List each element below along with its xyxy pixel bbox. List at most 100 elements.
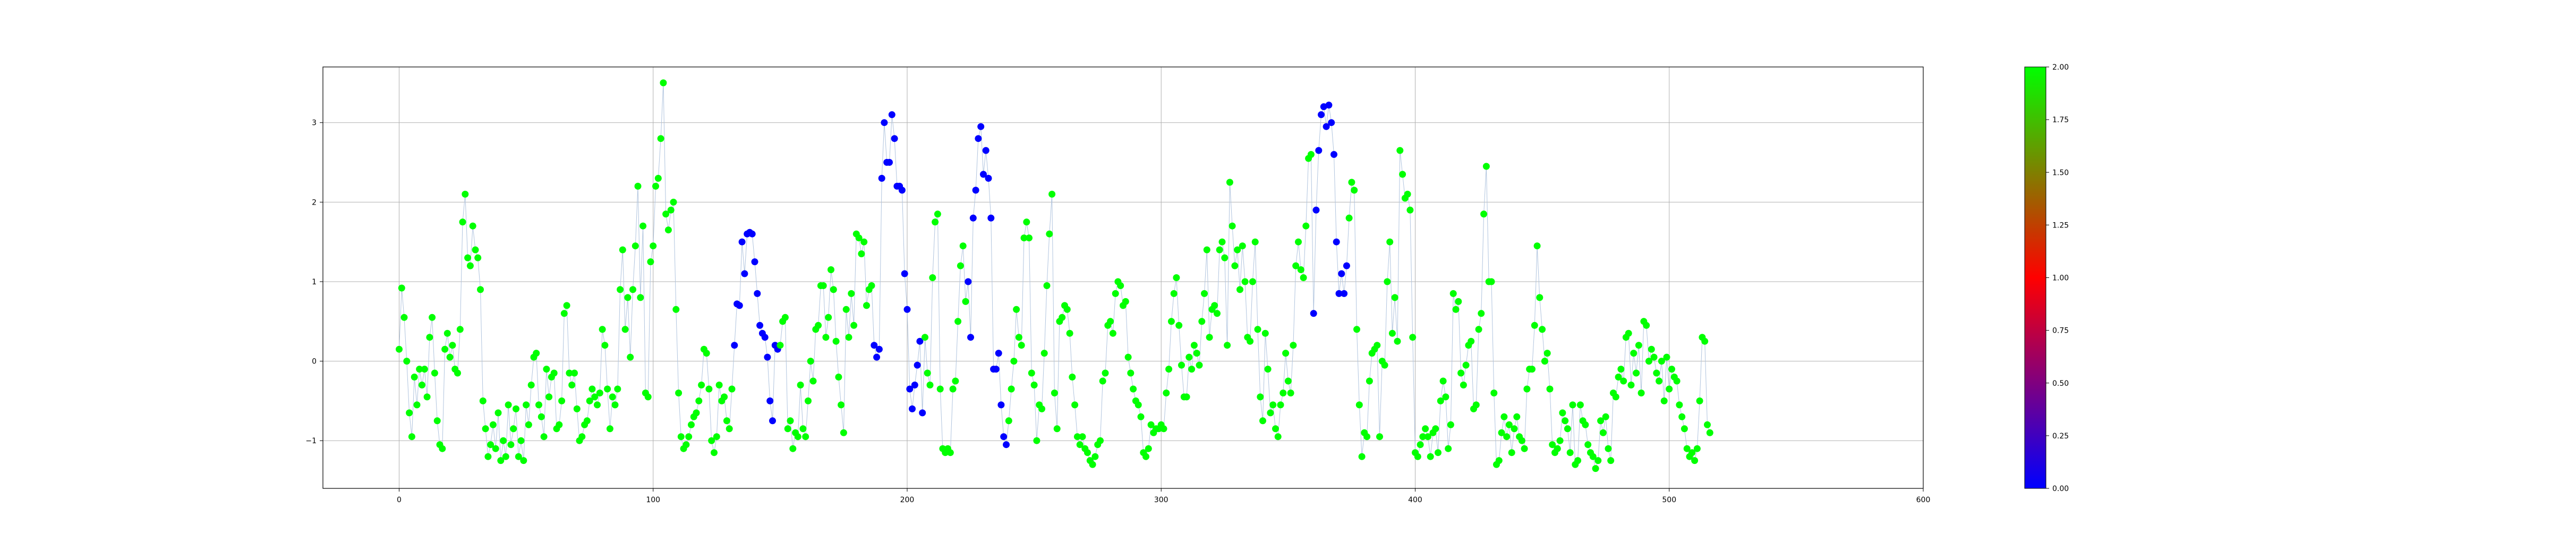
data-point [1447,421,1454,428]
colorbar-tick-label: 1.00 [2052,274,2069,283]
data-point [601,342,609,349]
data-point [664,226,672,234]
data-point [1500,413,1508,420]
data-point [1650,353,1658,361]
data-point [1048,190,1056,198]
data-point [975,135,982,142]
data-point [1201,290,1208,297]
data-point [462,190,469,198]
data-point [675,390,683,396]
data-point [871,342,878,349]
data-point [1424,433,1431,441]
data-point [825,314,832,321]
data-point [1673,377,1681,385]
data-point [703,350,710,357]
data-point [494,409,502,417]
data-point [535,401,542,409]
data-point [1297,266,1304,273]
data-point [1706,429,1713,436]
x-tick-label: 600 [1916,496,1931,504]
data-point [1582,421,1589,428]
data-point [1272,425,1279,433]
x-tick-label: 300 [1154,496,1168,504]
colorbar-tick-label: 1.50 [2052,168,2069,177]
data-point [1348,179,1355,186]
data-point [660,79,667,87]
data-point [1231,262,1239,269]
data-point [949,385,957,393]
data-point [1554,445,1561,452]
data-point [1292,262,1300,269]
y-axis: −1 0 1 2 3 [305,119,323,445]
data-point [426,334,433,341]
data-point [926,382,934,388]
colorbar-tick-label: 1.25 [2052,221,2069,230]
data-point [1198,318,1206,325]
data-point [850,322,858,329]
data-point [848,290,855,297]
data-point [1127,369,1135,377]
data-point [578,433,586,441]
data-point [1419,433,1427,441]
data-point [1160,425,1167,433]
data-point [1249,278,1256,285]
data-point [586,397,593,404]
data-point [1439,377,1447,385]
data-point [985,175,992,182]
data-point [1445,445,1452,452]
colorbar-tick-label: 1.75 [2052,116,2069,124]
data-point [769,417,776,425]
y-tick-label: 2 [312,198,317,207]
data-point [1523,385,1531,393]
data-point [479,397,487,404]
data-point [560,310,568,317]
data-point [459,218,466,226]
data-point [1472,401,1480,409]
data-point [492,445,499,452]
data-point [751,258,758,266]
data-points [396,79,1713,472]
plot-border [322,66,1924,489]
data-point [1315,147,1323,154]
data-point [1211,302,1218,309]
data-point [670,198,677,206]
data-point [1046,230,1053,238]
data-point [449,342,456,349]
data-point [708,437,715,444]
data-point [1038,405,1045,412]
data-point [969,214,977,222]
data-point [443,329,451,337]
data-point [711,449,718,456]
data-point [1396,147,1404,154]
data-point [898,187,906,194]
data-point [637,294,644,301]
data-point [1676,401,1683,409]
data-point [677,433,685,441]
data-point [807,358,814,365]
data-point [472,246,479,253]
data-point [1589,453,1597,460]
data-point [1173,274,1180,281]
data-point [858,250,865,258]
x-tick-label: 200 [900,496,915,504]
data-point [1193,350,1200,357]
data-point [1432,425,1439,433]
data-point [1018,342,1025,349]
data-point [1663,353,1670,361]
data-point [705,385,713,393]
data-point [1406,206,1414,214]
data-point [932,218,939,226]
data-point [500,437,507,444]
data-point [1617,366,1625,373]
data-point [632,242,639,250]
data-point [520,457,527,464]
data-point [972,187,979,194]
data-point [1701,337,1709,345]
data-point [1033,437,1040,444]
data-point [855,234,863,242]
data-point [1599,429,1607,436]
data-point [1391,294,1398,301]
data-point [1053,425,1061,433]
data-point [1147,421,1155,428]
data-point [1607,457,1615,464]
